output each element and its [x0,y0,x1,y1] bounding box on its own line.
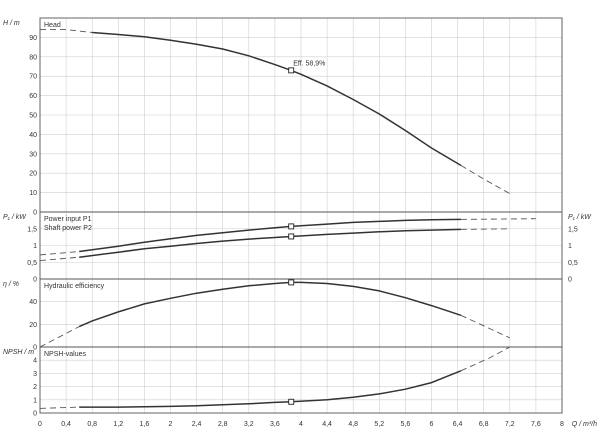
x-tick-label: 0 [38,421,42,428]
y-axis-label: H / m [3,20,20,27]
series-dashed-start [39,251,80,256]
x-tick-label: 8 [560,421,564,428]
x-axis-label: Q / m³/h [572,421,597,428]
panel-frame [39,346,563,414]
y-tick-label: 70 [29,74,37,81]
y-tick-label: 3 [33,371,37,378]
legend-entry: Power input P1 [44,216,92,223]
efficiency-annotation: Eff. 58,9% [293,60,325,67]
x-tick-label: 4,4 [322,421,332,428]
y-tick-label: 4 [33,358,37,365]
x-tick-label: 5,6 [401,421,411,428]
series-dashed-end [460,165,511,194]
x-tick-label: 7,2 [505,421,515,428]
y-tick-label: 30 [29,151,37,158]
x-tick-label: 7,6 [531,421,541,428]
y-tick-label: 40 [29,299,37,306]
series-dashed-end [460,346,511,372]
y-tick-label-right: 0,5 [568,260,578,267]
series-line [79,370,462,408]
series-dashed-start [40,29,93,33]
legend-entry: Head [44,22,61,29]
x-tick-label: 1,2 [113,421,123,428]
y-tick-label-right: 0 [568,277,572,284]
y-tick-label-right: 1,5 [568,226,578,233]
y-tick-label: 60 [29,93,37,100]
duty-point-marker [288,279,295,286]
series-dashed-start [39,256,80,262]
x-tick-label: 2 [169,421,173,428]
series-line [79,218,461,253]
series-dashed-start [39,406,80,409]
duty-point-marker [288,223,295,230]
x-tick-label: 2,8 [218,421,228,428]
y-tick-label: 1,5 [27,226,37,233]
series-line [78,281,462,328]
y-tick-label: 0 [33,345,37,352]
y-tick-label-right: 1 [568,243,572,250]
legend-entry: NPSH-values [44,351,87,358]
y-axis-label: NPSH / m [3,349,34,356]
y-axis-label: η / % [3,281,19,288]
y-tick-label: 50 [29,113,37,120]
series-dashed-start [39,326,80,348]
legend-entry: Hydraulic efficiency [44,283,105,290]
x-tick-label: 6,8 [479,421,489,428]
duty-point-marker [288,398,295,405]
y-tick-label: 0,5 [27,260,37,267]
y-tick-label: 2 [33,384,37,391]
x-tick-label: 3,6 [270,421,280,428]
series-dashed-end [460,228,510,230]
y-tick-label: 0 [33,411,37,418]
y-tick-label: 0 [33,277,37,284]
y-tick-label: 1 [33,243,37,250]
y-axis-label-right: P₁ / kW [568,214,592,221]
x-tick-label: 6,4 [453,421,463,428]
x-tick-label: 4,8 [348,421,358,428]
y-tick-label: 40 [29,132,37,139]
series-line [79,228,461,258]
x-tick-label: 1,6 [140,421,150,428]
series-dashed-end [460,218,536,220]
series-line [92,31,462,167]
series-dashed-end [460,314,510,339]
legend-entry: Shaft power P2 [44,225,92,232]
duty-point-marker [288,233,295,240]
y-tick-label: 10 [29,190,37,197]
x-tick-label: 2,4 [192,421,202,428]
y-tick-label: 1 [33,397,37,404]
x-tick-label: 0,8 [87,421,97,428]
y-tick-label: 0 [33,210,37,217]
x-tick-label: 6 [430,421,434,428]
y-tick-label: 20 [29,322,37,329]
x-tick-label: 3,2 [244,421,254,428]
x-tick-label: 0,4 [61,421,71,428]
x-tick-label: 4 [299,421,303,428]
y-axis-label: P₁ / kW [3,214,27,221]
y-tick-label: 80 [29,54,37,61]
y-tick-label: 90 [29,35,37,42]
y-tick-label: 20 [29,171,37,178]
x-tick-label: 5,2 [374,421,384,428]
duty-point-marker [288,67,295,74]
